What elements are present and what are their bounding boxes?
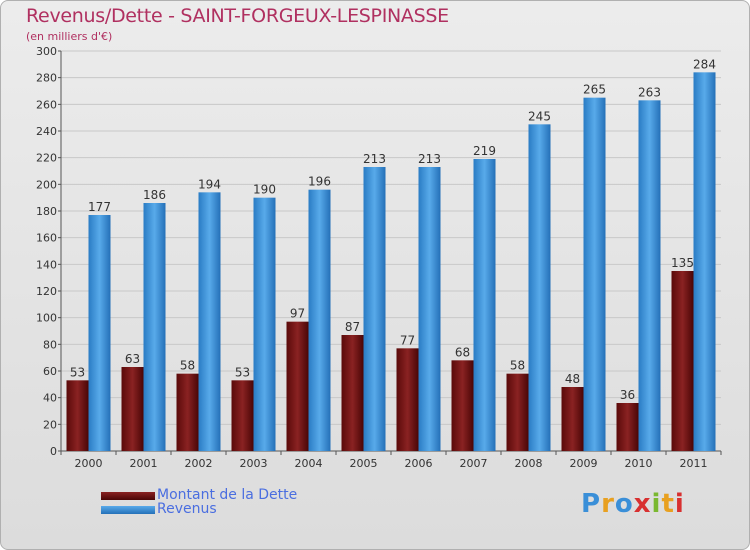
bar-dette (561, 387, 584, 451)
bar-revenus (583, 97, 606, 452)
gridlines (61, 50, 721, 452)
bar-dette (176, 373, 199, 451)
data-label-dette: 58 (510, 359, 525, 373)
bar-dette (286, 321, 309, 451)
y-tick-label: 120 (36, 285, 57, 298)
data-label-dette: 87 (345, 320, 360, 334)
data-label-dette: 68 (455, 345, 470, 359)
x-tick-label: 2002 (185, 457, 213, 470)
bar-dette (231, 380, 254, 451)
data-label-revenus: 263 (638, 85, 661, 99)
bar-dette (341, 335, 364, 451)
x-tick-label: 2004 (295, 457, 323, 470)
x-tick-label: 2008 (515, 457, 543, 470)
y-tick-label: 100 (36, 312, 57, 325)
data-label-dette: 135 (671, 256, 694, 270)
data-label-dette: 63 (125, 352, 140, 366)
bar-revenus (418, 167, 441, 451)
data-label-revenus: 265 (583, 83, 606, 97)
bar-dette (506, 373, 529, 451)
data-label-dette: 77 (400, 333, 415, 347)
bar-revenus (88, 215, 111, 451)
y-tick-label: 140 (36, 258, 57, 271)
data-label-revenus: 177 (88, 200, 111, 214)
x-tick-label: 2005 (350, 457, 378, 470)
bar-revenus (528, 124, 551, 451)
data-label-revenus: 245 (528, 109, 551, 123)
data-labels: 53 177 63 186 58 194 53 190 97 196 87 213 77 213 68 219… (70, 57, 716, 402)
bar-dette (121, 367, 144, 451)
bar-revenus (638, 100, 661, 451)
x-tick-label: 2010 (625, 457, 653, 470)
bar-dette (396, 348, 419, 451)
data-label-dette: 97 (290, 307, 305, 321)
x-tick-label: 2000 (75, 457, 103, 470)
bar-revenus (198, 192, 221, 452)
x-tick-label: 2007 (460, 457, 488, 470)
data-label-revenus: 196 (308, 175, 331, 189)
chart-subtitle: (en milliers d'€) (26, 30, 113, 43)
bars (66, 72, 716, 452)
y-tick-label: 40 (43, 392, 57, 405)
data-label-revenus: 213 (363, 152, 386, 166)
logo-letter: x (633, 489, 652, 519)
bar-revenus (693, 72, 716, 451)
bar-revenus (473, 159, 496, 451)
y-tick-label: 220 (36, 152, 57, 165)
y-tick-label: 280 (36, 72, 57, 85)
y-tick-label: 60 (43, 365, 57, 378)
logo-letter: i (674, 489, 685, 519)
data-label-dette: 58 (180, 359, 195, 373)
y-tick-label: 80 (43, 338, 57, 351)
logo-letter: t (661, 489, 675, 519)
legend-swatch-revenus (101, 506, 155, 514)
x-tick-label: 2003 (240, 457, 268, 470)
logo-letter: o (614, 489, 634, 519)
bar-dette (66, 380, 89, 451)
bar-revenus (363, 167, 386, 451)
bar-dette (451, 360, 474, 451)
legend-label-revenus: Revenus (157, 501, 217, 517)
y-tick-label: 260 (36, 98, 57, 111)
data-label-dette: 53 (235, 365, 250, 379)
bar-revenus (308, 189, 331, 451)
data-label-dette: 36 (620, 388, 635, 402)
axes: 0 20 40 60 80 100 120 140 160 180 200 220 240 260 280 3… (36, 45, 722, 470)
data-label-revenus: 284 (693, 57, 716, 71)
bar-revenus (253, 197, 276, 451)
legend-label-dette: Montant de la Dette (157, 487, 298, 503)
logo-letter: i (651, 489, 662, 519)
data-label-dette: 48 (565, 372, 580, 386)
y-tick-label: 300 (36, 45, 57, 58)
x-tick-label: 2011 (680, 457, 708, 470)
y-tick-label: 180 (36, 205, 57, 218)
data-label-revenus: 186 (143, 188, 166, 202)
data-label-revenus: 194 (198, 177, 221, 191)
chart-title: Revenus/Dette - SAINT-FORGEUX-LESPINASSE (26, 5, 449, 27)
y-tick-label: 160 (36, 232, 57, 245)
data-label-revenus: 219 (473, 144, 496, 158)
bar-dette (671, 271, 694, 451)
proxiti-logo: Proxiti (581, 489, 685, 519)
y-tick-label: 20 (43, 418, 57, 431)
x-tick-label: 2006 (405, 457, 433, 470)
bar-dette (616, 403, 639, 451)
y-tick-label: 240 (36, 125, 57, 138)
data-label-revenus: 190 (253, 183, 276, 197)
data-label-revenus: 213 (418, 152, 441, 166)
y-tick-label: 200 (36, 178, 57, 191)
logo-letter: r (601, 489, 615, 519)
legend-swatch-dette (101, 492, 155, 500)
x-tick-label: 2009 (570, 457, 598, 470)
data-label-dette: 53 (70, 365, 85, 379)
logo-letter: P (581, 489, 602, 519)
x-tick-label: 2001 (130, 457, 158, 470)
y-tick-label: 0 (50, 445, 57, 458)
bar-revenus (143, 203, 166, 451)
